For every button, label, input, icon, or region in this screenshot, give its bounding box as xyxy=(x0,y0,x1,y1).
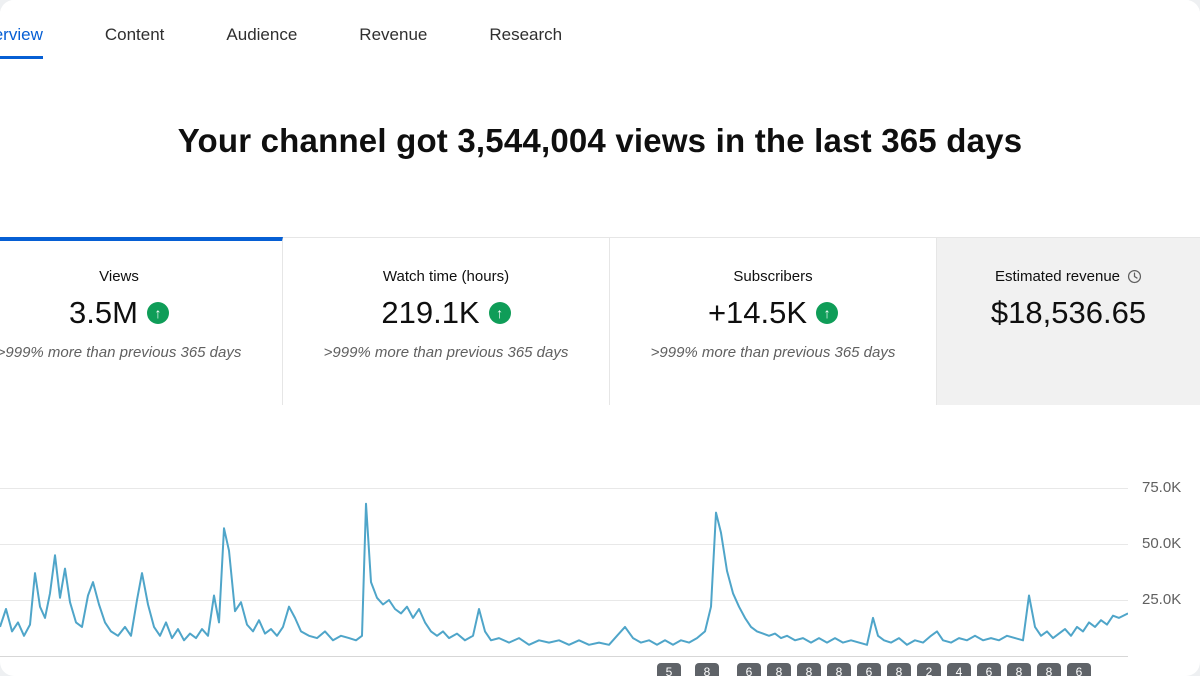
metric-value: 219.1K xyxy=(381,295,480,330)
metric-card-subscribers[interactable]: Subscribers +14.5K ↑ >999% more than previo… xyxy=(610,238,937,405)
y-axis-tick: 50.0K xyxy=(1142,535,1182,552)
views-series-line xyxy=(0,502,1128,646)
metric-value: $18,536.65 xyxy=(990,295,1147,330)
metric-comparison: >999% more than previous 365 days xyxy=(323,344,569,361)
metric-label: Estimated revenue xyxy=(937,268,1200,285)
metric-label: Views xyxy=(99,268,139,285)
metric-value: +14.5K xyxy=(707,295,808,330)
trend-up-icon: ↑ xyxy=(146,302,169,324)
metric-comparison: >999% more than previous 365 days xyxy=(650,344,896,361)
date-marker-chip: 6 xyxy=(737,663,761,676)
metric-card-estimated-revenue[interactable]: Estimated revenue $18,536.65 xyxy=(937,238,1200,405)
views-line-chart[interactable] xyxy=(0,470,1128,676)
clock-icon xyxy=(1127,269,1142,284)
date-marker-chip: 8 xyxy=(767,663,791,676)
tab-overview[interactable]: Overview xyxy=(0,25,43,59)
metric-card-watch-time-hours[interactable]: Watch time (hours) 219.1K ↑ >999% more than… xyxy=(283,238,610,405)
trend-up-icon: ↑ xyxy=(488,302,511,324)
views-series-svg xyxy=(0,488,1128,657)
date-marker-chip: 6 xyxy=(1067,663,1091,676)
date-marker-chip: 8 xyxy=(827,663,851,676)
date-marker-chip: 2 xyxy=(917,663,941,676)
date-marker-chip: 8 xyxy=(797,663,821,676)
y-axis-tick: 75.0K xyxy=(1142,479,1182,496)
analytics-tabs: Overview Content Audience Revenue Research xyxy=(0,0,1200,70)
metric-card-views[interactable]: Views 3.5M ↑ >999% more than previous 365 d… xyxy=(0,237,283,405)
trend-up-icon: ↑ xyxy=(816,302,839,324)
date-marker-chip: 6 xyxy=(857,663,881,676)
tab-research[interactable]: Research xyxy=(489,25,563,44)
date-marker-chip: 6 xyxy=(977,663,1001,676)
metric-comparison: >999% more than previous 365 days xyxy=(0,344,242,361)
metric-cards: Views 3.5M ↑ >999% more than previous 365 d… xyxy=(0,237,1200,405)
tab-audience[interactable]: Audience xyxy=(226,25,298,44)
date-marker-chip: 8 xyxy=(1037,663,1061,676)
date-marker-chip: 8 xyxy=(695,663,719,676)
page-title: Your channel got 3,544,004 views in the … xyxy=(177,122,1023,159)
date-marker-chip: 8 xyxy=(887,663,911,676)
y-axis-tick: 25.0K xyxy=(1142,591,1182,608)
tab-revenue[interactable]: Revenue xyxy=(359,25,428,44)
date-marker-chip: 5 xyxy=(657,663,681,676)
metric-label: Subscribers xyxy=(733,268,813,285)
date-marker-chip: 8 xyxy=(1007,663,1031,676)
metric-label: Watch time (hours) xyxy=(382,268,510,285)
date-marker-chip: 4 xyxy=(947,663,971,676)
tab-content[interactable]: Content xyxy=(104,25,165,44)
metric-value: 3.5M xyxy=(69,295,138,330)
